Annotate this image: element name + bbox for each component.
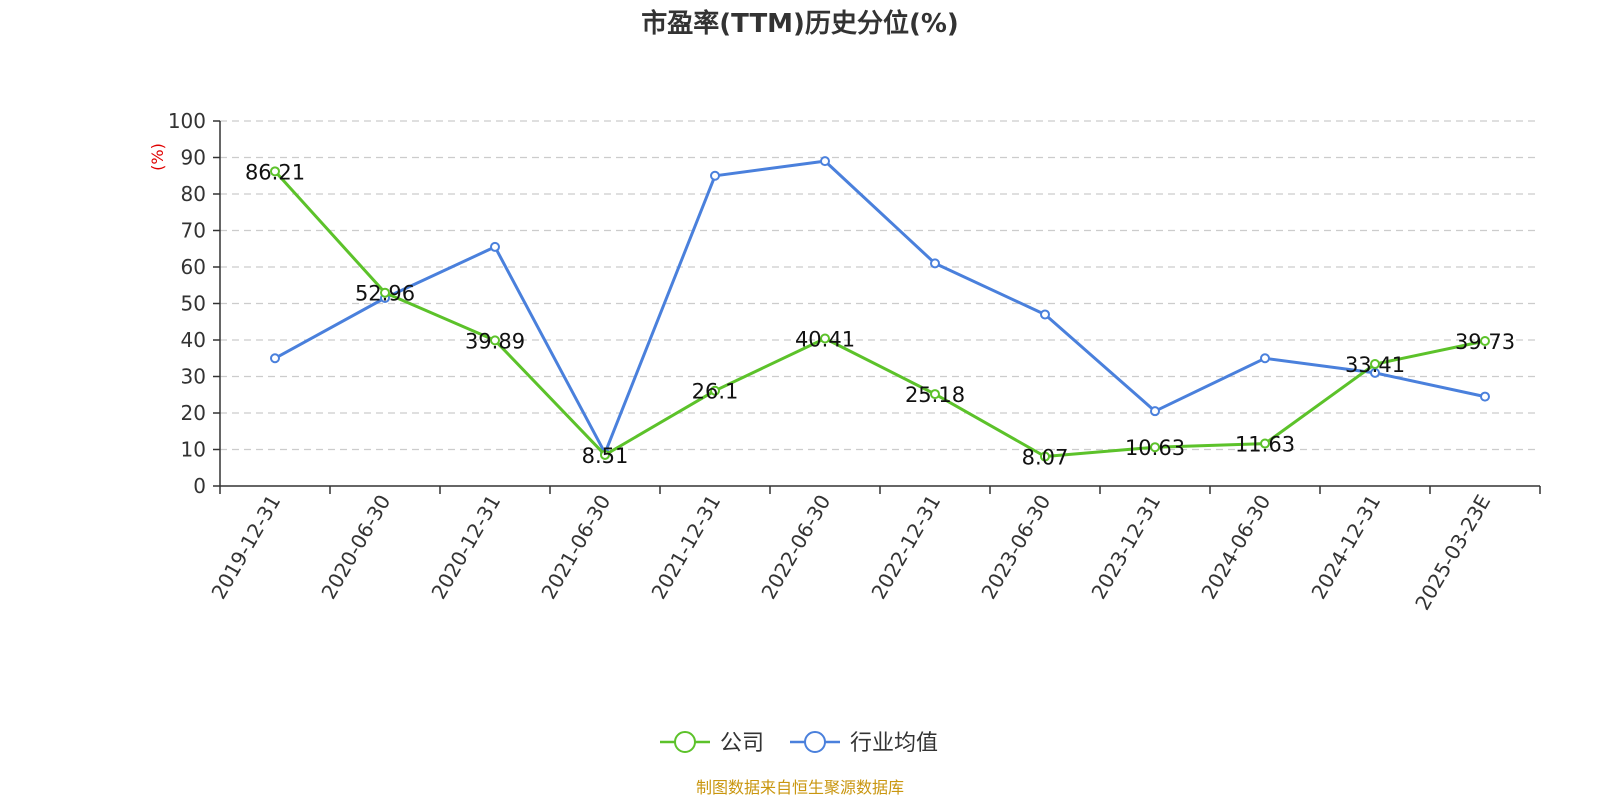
x-tick-label: 2021-12-31 <box>646 491 725 604</box>
data-point <box>710 170 720 181</box>
data-point <box>1150 442 1160 453</box>
data-label: 11.63 <box>1235 433 1295 457</box>
y-tick-label: 100 <box>168 109 206 133</box>
data-label: 39.89 <box>465 329 525 353</box>
legend-marker <box>674 731 696 753</box>
data-point <box>710 385 720 396</box>
x-tick-label: 2019-12-31 <box>206 491 285 604</box>
series-layer <box>270 156 1490 462</box>
x-tick-label: 2023-06-30 <box>976 491 1055 604</box>
data-label: 33.41 <box>1345 353 1405 377</box>
y-tick-label: 30 <box>181 365 206 389</box>
data-label: 10.63 <box>1125 436 1185 460</box>
data-label: 52.96 <box>355 282 415 306</box>
x-tick-label: 2024-12-31 <box>1306 491 1385 604</box>
data-point <box>930 389 940 400</box>
legend[interactable]: 公司 行业均值 <box>660 731 938 756</box>
y-tick-label: 70 <box>181 219 206 243</box>
data-point <box>1040 309 1050 320</box>
y-axis-label: (%) <box>148 143 167 171</box>
grid <box>220 120 1540 451</box>
data-label: 86.21 <box>245 160 305 184</box>
data-label: 8.07 <box>1022 446 1069 470</box>
x-tick-label: 2024-06-30 <box>1196 491 1275 604</box>
y-tick-label: 20 <box>181 401 206 425</box>
x-tick-label: 2020-06-30 <box>316 491 395 604</box>
legend-label: 行业均值 <box>850 731 938 756</box>
legend-marker <box>804 731 826 753</box>
x-tick-label: 2023-12-31 <box>1086 491 1165 604</box>
data-point <box>820 333 830 344</box>
series-company <box>270 166 1490 462</box>
data-point <box>490 335 500 346</box>
data-point <box>270 166 280 177</box>
y-tick-label: 50 <box>181 292 206 316</box>
source-note: 制图数据来自恒生聚源数据库 <box>696 778 904 797</box>
legend-label: 公司 <box>720 731 764 756</box>
chart-title: 市盈率(TTM)历史分位(%) <box>641 8 959 39</box>
data-point <box>930 258 940 269</box>
x-tick-label: 2021-06-30 <box>536 491 615 604</box>
y-tick-label: 10 <box>181 438 206 462</box>
y-tick-label: 40 <box>181 328 206 352</box>
y-tick-label: 60 <box>181 255 206 279</box>
x-tick-label: 2025-03-23E <box>1410 491 1495 615</box>
x-tick-label: 2022-12-31 <box>866 491 945 604</box>
series-line <box>273 170 1486 458</box>
data-point <box>600 449 610 460</box>
data-point <box>270 353 280 364</box>
data-label: 39.73 <box>1455 330 1515 354</box>
data-label: 8.51 <box>582 444 629 468</box>
data-point <box>1370 359 1380 370</box>
data-labels: 86.21 52.96 39.89 8.51 26.1 40.41 25.18 8.07 10.… <box>245 160 1515 469</box>
data-label: 25.18 <box>905 383 965 407</box>
data-label: 26.1 <box>692 380 739 404</box>
series-line <box>274 159 1486 455</box>
legend-item-company[interactable]: 公司 <box>660 731 764 756</box>
legend-item-industry-average[interactable]: 行业均值 <box>790 731 938 756</box>
data-point <box>490 241 500 252</box>
data-point <box>1260 353 1270 364</box>
data-label: 40.41 <box>795 328 855 352</box>
data-point <box>380 287 390 298</box>
y-tick-label: 0 <box>193 474 206 498</box>
data-point <box>1040 451 1050 462</box>
data-point <box>820 156 830 167</box>
data-point <box>1480 391 1490 402</box>
y-tick-label: 90 <box>181 146 206 170</box>
y-tick-label: 80 <box>181 182 206 206</box>
x-tick-label: 2022-06-30 <box>756 491 835 604</box>
data-point <box>1480 335 1490 346</box>
x-tick-label: 2020-12-31 <box>426 491 505 604</box>
data-point <box>1260 438 1270 449</box>
axes: 0 10 20 30 40 50 60 70 80 90 100 2019-12-31 2020-06-… <box>168 109 1541 615</box>
data-point <box>1150 406 1160 417</box>
